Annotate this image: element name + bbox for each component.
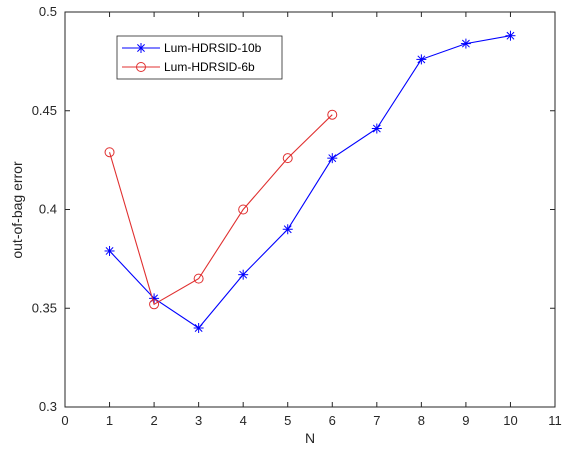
legend-label: Lum-HDRSID-6b (164, 60, 255, 74)
x-tick-label: 3 (195, 413, 202, 428)
data-point (104, 147, 115, 158)
x-tick-label: 1 (106, 413, 113, 428)
legend-label: Lum-HDRSID-10b (164, 41, 262, 55)
marker-stroke (137, 44, 145, 52)
marker-stroke (506, 31, 515, 40)
legend-entry: Lum-HDRSID-10b (122, 41, 262, 55)
data-point (104, 245, 115, 256)
y-tick-label: 0.5 (39, 4, 57, 19)
x-tick-label: 2 (150, 413, 157, 428)
y-tick-label: 0.35 (32, 300, 57, 315)
x-tick-label: 0 (61, 413, 68, 428)
marker-stroke (105, 247, 114, 255)
x-tick-label: 9 (462, 413, 469, 428)
data-point (327, 109, 338, 120)
legend-marker (136, 62, 146, 72)
marker-stroke (417, 55, 426, 64)
y-tick-label: 0.3 (39, 399, 57, 414)
data-point (282, 224, 293, 235)
data-point (193, 273, 204, 284)
data-point (327, 153, 338, 164)
series-1 (104, 30, 516, 333)
legend: Lum-HDRSID-10b Lum-HDRSID-6b (116, 35, 283, 80)
marker-stroke (239, 270, 248, 279)
series-2 (104, 109, 338, 310)
x-tick-label: 4 (240, 413, 247, 428)
data-point (460, 38, 471, 49)
data-point (238, 204, 249, 215)
x-axis-title: N (305, 430, 315, 446)
marker-stroke (372, 124, 381, 133)
x-tick-label: 7 (373, 413, 380, 428)
x-tick-label: 11 (548, 413, 562, 428)
x-tick-label: 5 (284, 413, 291, 428)
data-point (416, 54, 427, 65)
y-axis-ticks: 0.3 0.35 0.4 0.45 0.5 (32, 4, 555, 414)
legend-box (116, 35, 283, 80)
x-tick-label: 6 (329, 413, 336, 428)
data-point (149, 299, 160, 310)
legend-entry: Lum-HDRSID-6b (122, 60, 255, 74)
series-line (109, 35, 511, 329)
series-layer (104, 30, 516, 333)
x-axis-ticks: 0 1 2 3 4 5 6 7 8 9 10 11 (61, 12, 562, 428)
data-point (505, 30, 516, 41)
x-tick-label: 8 (418, 413, 425, 428)
marker-stroke (328, 154, 337, 163)
marker-stroke (461, 39, 470, 48)
x-tick-label: 10 (503, 413, 517, 428)
legend-marker (136, 43, 146, 53)
y-tick-label: 0.4 (39, 202, 57, 217)
y-tick-label: 0.45 (32, 103, 57, 118)
data-point (193, 323, 204, 333)
series-line (109, 114, 333, 306)
data-point (238, 269, 249, 280)
data-point (282, 153, 293, 164)
marker-stroke (283, 225, 292, 234)
marker-stroke (194, 324, 203, 332)
data-point (371, 123, 382, 134)
y-axis-title: out-of-bag error (9, 161, 25, 259)
